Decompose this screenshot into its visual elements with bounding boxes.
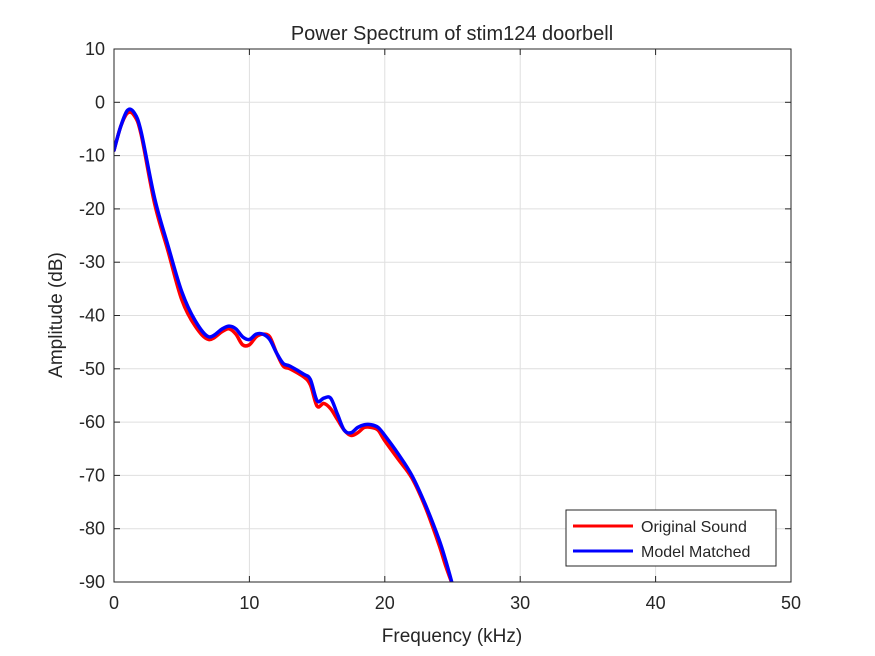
y-tick-label: -70 bbox=[79, 465, 105, 485]
x-axis-label: Frequency (kHz) bbox=[382, 626, 522, 647]
chart-title: Power Spectrum of stim124 doorbell bbox=[291, 23, 613, 45]
y-tick-label: -10 bbox=[79, 146, 105, 166]
x-tick-label: 10 bbox=[239, 593, 259, 613]
y-tick-label: -40 bbox=[79, 306, 105, 326]
legend-label-original-sound: Original Sound bbox=[641, 519, 747, 536]
series-line-original-sound bbox=[114, 110, 454, 582]
series-group bbox=[114, 107, 454, 582]
y-tick-label: 0 bbox=[95, 92, 105, 112]
y-tick-labels: 10 0 -10 -20 -30 -40 -50 -60 -70 -80 -90 bbox=[79, 39, 105, 592]
legend-box bbox=[565, 509, 777, 567]
tick-marks bbox=[113, 48, 792, 583]
y-tick-label: -30 bbox=[79, 252, 105, 272]
y-tick-label: -60 bbox=[79, 412, 105, 432]
y-tick-label: -90 bbox=[79, 572, 105, 592]
series-line-model-matched bbox=[114, 107, 454, 582]
y-axis-label: Amplitude (dB) bbox=[46, 252, 67, 378]
y-tick-label: -50 bbox=[79, 359, 105, 379]
y-tick-label: -80 bbox=[79, 519, 105, 539]
legend-label-model-matched: Model Matched bbox=[641, 544, 750, 561]
x-tick-label: 0 bbox=[109, 593, 119, 613]
x-tick-label: 30 bbox=[510, 593, 530, 613]
x-tick-label: 40 bbox=[646, 593, 666, 613]
x-tick-labels: 0 10 20 30 40 50 bbox=[109, 593, 801, 613]
x-tick-label: 50 bbox=[781, 593, 801, 613]
legend: Original Sound Model Matched bbox=[565, 509, 777, 567]
y-tick-label: 10 bbox=[85, 39, 105, 59]
y-tick-label: -20 bbox=[79, 199, 105, 219]
x-tick-label: 20 bbox=[375, 593, 395, 613]
